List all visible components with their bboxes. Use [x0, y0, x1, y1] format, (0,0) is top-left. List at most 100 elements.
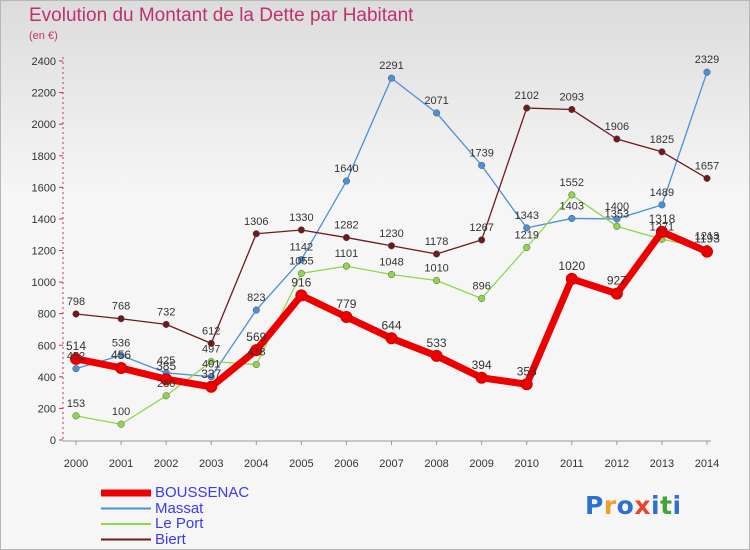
- data-label: 1330: [289, 212, 313, 224]
- data-label: 927: [607, 274, 627, 288]
- data-label: 425: [157, 355, 175, 367]
- y-tick-label: 0: [50, 435, 56, 447]
- data-label: 644: [381, 318, 401, 332]
- data-point: [703, 174, 711, 182]
- data-label: 2071: [424, 95, 448, 107]
- data-label: 1048: [379, 257, 403, 269]
- data-point: [613, 222, 621, 230]
- y-tick-label: 800: [38, 309, 56, 321]
- x-tick-label: 2004: [244, 458, 268, 470]
- data-label: 1267: [469, 222, 493, 234]
- y-tick-label: 600: [38, 340, 56, 352]
- x-tick-label: 2013: [650, 458, 674, 470]
- data-label: 2093: [560, 91, 584, 103]
- data-label: 1230: [379, 228, 403, 240]
- x-tick-label: 2007: [379, 458, 403, 470]
- data-label: 533: [427, 336, 447, 350]
- data-label: 1010: [424, 263, 448, 275]
- data-point: [433, 250, 441, 258]
- y-tick-label: 1200: [32, 246, 56, 258]
- chart-subtitle: (en €): [29, 30, 58, 42]
- data-label: 514: [66, 339, 86, 353]
- x-tick-label: 2002: [154, 458, 178, 470]
- data-point: [72, 365, 80, 373]
- x-tick-label: 2001: [109, 458, 133, 470]
- data-point: [701, 245, 713, 258]
- data-point: [610, 287, 623, 300]
- y-tick-label: 200: [38, 403, 56, 415]
- y-tick-label: 2400: [32, 56, 56, 68]
- data-point: [250, 344, 263, 357]
- data-point: [252, 306, 260, 314]
- data-label: 1318: [649, 212, 676, 226]
- data-point: [385, 332, 398, 345]
- data-label: 2291: [379, 60, 403, 72]
- data-label: 1271: [650, 221, 674, 233]
- data-point: [523, 243, 531, 252]
- data-point: [523, 224, 531, 232]
- data-label: 536: [112, 337, 130, 349]
- data-label: 1906: [605, 121, 629, 133]
- data-point: [207, 373, 215, 381]
- data-point: [478, 294, 486, 303]
- data-point: [207, 357, 215, 366]
- x-tick-label: 2014: [695, 458, 719, 470]
- data-point: [252, 360, 260, 369]
- data-point: [520, 378, 533, 391]
- data-label: 896: [472, 281, 490, 293]
- data-label: 497: [202, 344, 220, 356]
- data-point: [117, 351, 125, 359]
- data-label: 1101: [335, 248, 359, 260]
- data-point: [72, 412, 80, 420]
- data-label: 478: [247, 347, 265, 359]
- data-label: 1825: [650, 134, 674, 146]
- data-point: [295, 289, 308, 302]
- data-point: [342, 234, 350, 242]
- data-point: [658, 201, 666, 209]
- proxiti-logo: Proxiti: [585, 491, 682, 520]
- data-point: [387, 74, 396, 82]
- x-tick-label: 2009: [469, 458, 493, 470]
- y-tick-label: 1600: [32, 182, 56, 194]
- data-point: [568, 214, 576, 222]
- y-tick-label: 1800: [32, 151, 56, 163]
- data-label: 798: [67, 296, 85, 308]
- data-label: 1142: [290, 242, 314, 254]
- data-label: 1552: [560, 177, 584, 189]
- data-label: 569: [246, 330, 266, 344]
- data-point: [387, 242, 396, 250]
- y-tick-label: 1000: [32, 277, 56, 289]
- data-point: [297, 226, 305, 234]
- data-label: 732: [157, 306, 175, 318]
- data-point: [478, 236, 486, 244]
- data-point: [207, 339, 215, 347]
- data-point: [115, 361, 128, 374]
- data-label: 280: [157, 378, 175, 390]
- data-label: 2329: [695, 54, 719, 66]
- data-label: 1640: [334, 163, 358, 175]
- data-point: [433, 276, 441, 285]
- data-label: 1343: [514, 210, 538, 222]
- y-tick-label: 2000: [32, 119, 56, 131]
- data-label: 1657: [695, 160, 719, 172]
- data-label: 1020: [558, 259, 585, 273]
- data-point: [297, 256, 305, 264]
- data-point: [475, 371, 488, 384]
- data-point: [297, 269, 305, 277]
- chart-title: Evolution du Montant de la Dette par Hab…: [29, 5, 414, 26]
- data-point: [568, 105, 576, 114]
- data-point: [568, 191, 576, 199]
- data-point: [565, 272, 578, 285]
- data-point: [658, 148, 666, 156]
- data-point: [523, 104, 531, 112]
- data-point: [117, 315, 125, 323]
- data-label: 1739: [469, 147, 493, 159]
- data-point: [205, 380, 218, 393]
- data-point: [478, 161, 486, 169]
- x-tick-label: 2005: [289, 458, 313, 470]
- data-label: 401: [202, 359, 220, 371]
- data-point: [117, 420, 125, 428]
- x-tick-label: 2010: [514, 458, 538, 470]
- data-label: 1213: [695, 230, 719, 242]
